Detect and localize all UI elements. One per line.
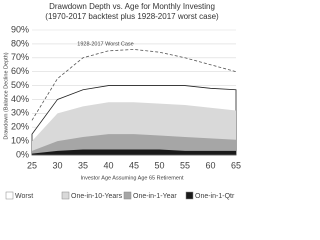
x-tick-label: 50	[154, 160, 164, 170]
y-axis-title: Drawdown (Balance Decline Depth)	[3, 52, 9, 139]
y-tick-label: 80%	[11, 38, 29, 48]
x-tick-label: 60	[205, 160, 215, 170]
x-tick-label: 35	[78, 160, 88, 170]
x-tick-label: 55	[180, 160, 190, 170]
x-axis-title: Investor Age Assuming Age 65 Retirement	[80, 175, 184, 181]
x-tick-label: 30	[52, 160, 62, 170]
chart: Drawdown Depth vs. Age for Monthly Inves…	[3, 2, 241, 200]
y-tick-label: 90%	[11, 24, 29, 34]
y-tick-label: 10%	[11, 135, 29, 145]
legend-label: One-in-1-Qtr	[195, 193, 235, 200]
y-tick-label: 60%	[11, 66, 29, 76]
chart-title: Drawdown Depth vs. Age for Monthly Inves…	[49, 2, 215, 11]
legend-swatch	[61, 191, 70, 200]
y-tick-label: 70%	[11, 52, 29, 62]
legend-swatch	[185, 191, 194, 200]
y-tick-label: 40%	[11, 94, 29, 104]
y-tick-label: 50%	[11, 80, 29, 90]
x-tick-label: 45	[129, 160, 139, 170]
x-tick-label: 25	[27, 160, 37, 170]
legend-label: One-in-1-Year	[133, 193, 177, 200]
annotation: 1928-2017 Worst Case	[77, 41, 133, 47]
y-tick-label: 30%	[11, 108, 29, 118]
legend-swatch	[5, 191, 14, 200]
x-tick-label: 65	[231, 160, 241, 170]
legend-label: One-in-10-Years	[71, 193, 123, 200]
legend-swatch	[123, 191, 132, 200]
y-tick-label: 20%	[11, 122, 29, 132]
x-tick-label: 40	[103, 160, 113, 170]
area	[32, 149, 236, 155]
legend-label: Worst	[15, 193, 33, 200]
chart-subtitle: (1970-2017 backtest plus 1928-2017 worst…	[45, 12, 219, 21]
y-tick-label: 0%	[16, 149, 29, 159]
